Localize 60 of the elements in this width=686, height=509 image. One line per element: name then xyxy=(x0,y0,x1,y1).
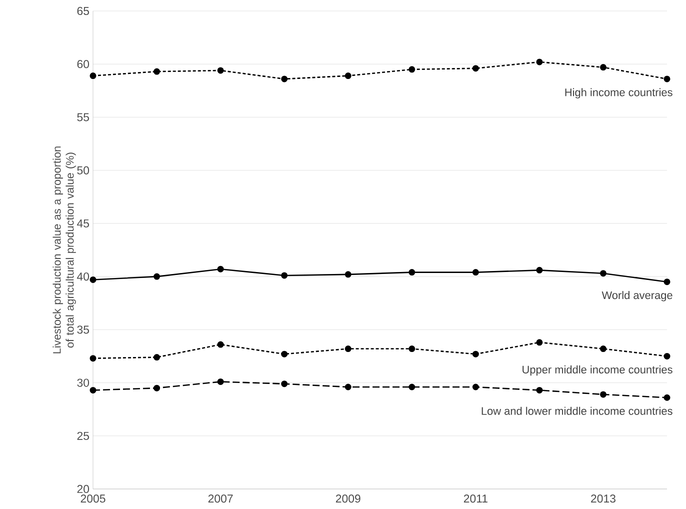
point xyxy=(600,270,606,277)
y-tick-label: 50 xyxy=(77,166,90,174)
point xyxy=(600,391,606,398)
point xyxy=(664,394,670,401)
point xyxy=(344,271,352,278)
point xyxy=(344,384,352,390)
point xyxy=(408,269,416,276)
point xyxy=(664,76,670,82)
x-tick-label: 2013 xyxy=(591,494,616,503)
point xyxy=(536,266,543,274)
x-tick-label: 2007 xyxy=(208,494,233,503)
point xyxy=(154,384,160,392)
point xyxy=(154,68,160,75)
y-tick-label: 35 xyxy=(77,326,90,334)
point xyxy=(90,276,96,283)
point xyxy=(217,266,224,272)
point xyxy=(536,339,543,346)
y-tick-label: 20 xyxy=(77,484,90,494)
series-label: Low and lower middle income countries xyxy=(482,406,672,415)
point xyxy=(664,278,670,286)
point xyxy=(90,386,96,394)
point xyxy=(281,76,288,82)
point xyxy=(344,346,352,352)
point xyxy=(90,355,96,362)
point xyxy=(472,350,479,358)
point xyxy=(90,72,96,80)
point xyxy=(664,352,670,360)
point xyxy=(600,64,606,71)
y-tick-label: 40 xyxy=(77,272,90,281)
point xyxy=(536,58,543,66)
point xyxy=(408,346,416,352)
point xyxy=(217,67,224,74)
point xyxy=(600,346,606,352)
y-tick-label: 45 xyxy=(77,219,90,228)
x-tick-label: 2005 xyxy=(80,494,106,503)
series-label: World average xyxy=(602,291,672,302)
y-tick-label: 65 xyxy=(77,6,90,16)
point xyxy=(217,341,224,348)
y-tick-label: 55 xyxy=(77,113,90,122)
point xyxy=(472,384,479,390)
point xyxy=(408,66,416,73)
y-tick-label: 30 xyxy=(77,378,90,387)
series-label: Upper middle income countries xyxy=(522,365,672,376)
y-tick-label: 60 xyxy=(77,60,90,68)
point xyxy=(472,269,479,276)
y-axis-title: Livestock production value as a proportion of total agricultural production value (%) xyxy=(52,146,76,354)
x-tick-label: 2011 xyxy=(464,494,488,503)
point xyxy=(344,72,352,80)
point xyxy=(408,384,416,390)
point xyxy=(217,378,224,385)
point xyxy=(281,272,288,279)
point xyxy=(281,350,288,358)
point xyxy=(281,380,288,388)
point xyxy=(472,65,479,72)
point xyxy=(154,273,160,280)
y-tick-label: 25 xyxy=(77,432,90,440)
point xyxy=(154,354,160,361)
point xyxy=(536,386,543,394)
series-label: High income countries xyxy=(565,88,672,98)
x-tick-label: 2009 xyxy=(336,494,360,503)
